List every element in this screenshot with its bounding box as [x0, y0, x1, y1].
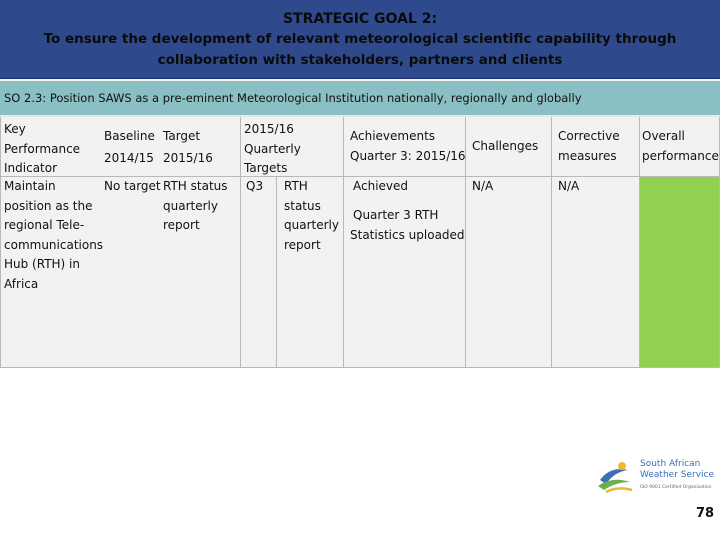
goal-subtitle-line1: To ensure the development of relevant me…: [43, 31, 677, 47]
header-achievements: Achievements Quarter 3: 2015/16: [350, 129, 466, 163]
corrective-cell: N/A: [558, 179, 580, 193]
kpi-cell: Maintain position as the regional Tele- …: [4, 179, 104, 291]
column-divider: [343, 117, 344, 368]
header-target: Target 2015/16: [163, 129, 213, 165]
target-cell: RTH status quarterly report: [163, 179, 228, 232]
header-row-divider: [0, 176, 720, 177]
strategic-objective-bar: SO 2.3: Position SAWS as a pre-eminent M…: [0, 79, 720, 117]
slide-header: STRATEGIC GOAL 2: To ensure the developm…: [0, 0, 720, 79]
saws-logo: South African Weather Service ISO 9001 C…: [596, 456, 715, 496]
header-baseline: Baseline 2014/15: [104, 129, 155, 165]
quarterly-target-cell: RTH status quarterly report: [284, 179, 339, 252]
overall-performance-indicator: [640, 177, 719, 367]
quarter-subdivider: [276, 176, 277, 367]
baseline-cell: No target: [104, 179, 161, 193]
header-kpi: Key Performance Indicator: [4, 122, 81, 175]
column-divider: [240, 117, 241, 368]
column-divider: [551, 117, 552, 368]
iso-certification-text: ISO 9001 Certified Organisation: [640, 485, 712, 490]
goal-subtitle-line2: collaboration with stakeholders, partner…: [157, 52, 563, 68]
achievement-status: Achieved: [353, 179, 409, 193]
quarter-cell: Q3: [246, 179, 264, 193]
goal-title: STRATEGIC GOAL 2:: [282, 11, 438, 27]
challenges-cell: N/A: [472, 179, 494, 193]
header-quarterly-targets: 2015/16 Quarterly Targets: [244, 122, 301, 175]
slide-body-blank: [0, 368, 720, 540]
header-overall-performance: Overall performance: [642, 129, 719, 163]
header-challenges: Challenges: [472, 139, 539, 153]
table-bottom-border: [0, 367, 720, 368]
achievement-detail: Quarter 3 RTH Statistics uploaded: [350, 208, 465, 242]
performance-table: [0, 117, 720, 368]
logo-text: South African Weather Service: [640, 459, 715, 480]
column-divider: [465, 117, 466, 368]
column-divider: [639, 117, 640, 368]
weather-service-logo-icon: [598, 462, 633, 494]
page-number: 78: [696, 506, 715, 521]
header-corrective-measures: Corrective measures: [558, 129, 620, 163]
column-divider: [0, 117, 1, 368]
